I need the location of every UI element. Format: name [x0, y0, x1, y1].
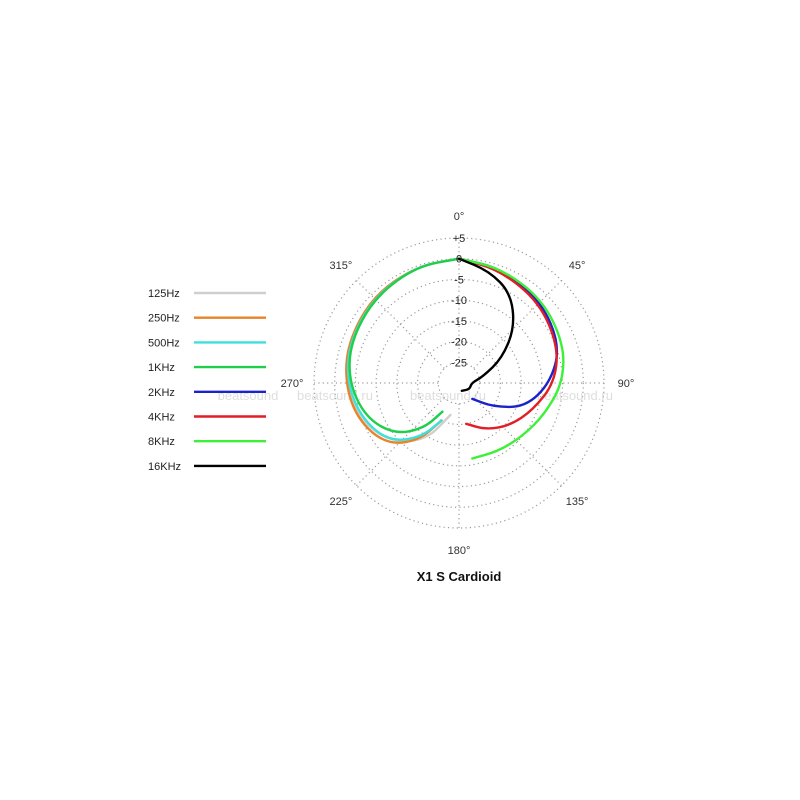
legend: 125Hz 250Hz 500Hz 1KHz 2KHz 4KHz 8KHz 16KHz — [148, 288, 266, 473]
db-tick-label: 0 — [456, 254, 462, 266]
legend-label-16khz: 16KHz — [148, 461, 181, 473]
curve-4khz — [457, 257, 558, 430]
grid-spoke-135 — [473, 397, 562, 486]
chart-title: X1 S Cardioid — [417, 569, 502, 584]
legend-label-1khz: 1KHz — [148, 362, 175, 374]
polar-curves — [345, 257, 565, 460]
grid-spoke-45 — [473, 280, 562, 369]
angle-label-315: 315° — [330, 260, 353, 272]
legend-label-2khz: 2KHz — [148, 387, 175, 399]
angle-label-225: 225° — [330, 496, 353, 508]
db-tick-label: -5 — [454, 274, 464, 286]
db-labels: +5 0 -5 -10 -15 -20 -25 — [451, 233, 467, 369]
legend-label-125hz: 125Hz — [148, 288, 180, 300]
grid-spoke-315 — [356, 280, 445, 369]
angle-label-270: 270° — [281, 378, 304, 390]
legend-label-8khz: 8KHz — [148, 436, 175, 448]
legend-label-4khz: 4KHz — [148, 412, 175, 424]
db-tick-label: -15 — [451, 316, 467, 328]
curve-16khz — [457, 257, 515, 392]
db-tick-label: -20 — [451, 337, 467, 349]
grid-ring-5 — [416, 340, 502, 426]
legend-label-250hz: 250Hz — [148, 313, 180, 325]
legend-label-500hz: 500Hz — [148, 337, 180, 349]
curve-125hz — [345, 257, 461, 443]
db-tick-label: -10 — [451, 295, 467, 307]
angle-labels: 0° 45° 90° 135° 180° 225° 270° 315° — [281, 211, 635, 557]
db-tick-label: +5 — [453, 233, 466, 245]
grid-ring-2 — [354, 278, 564, 488]
db-tick-label: -25 — [451, 357, 467, 369]
watermark: beatsound — [218, 388, 279, 403]
angle-label-135: 135° — [566, 496, 589, 508]
grid-ring-4 — [396, 320, 522, 446]
angle-label-45: 45° — [569, 260, 586, 272]
angle-label-90: 90° — [618, 378, 635, 390]
curve-1khz — [348, 257, 461, 434]
angle-label-0: 0° — [454, 211, 465, 223]
angle-label-180: 180° — [448, 545, 471, 557]
watermark: beatsound.ru — [297, 388, 373, 403]
curve-8khz — [457, 257, 565, 460]
watermark: beatsound.ru — [410, 388, 486, 403]
